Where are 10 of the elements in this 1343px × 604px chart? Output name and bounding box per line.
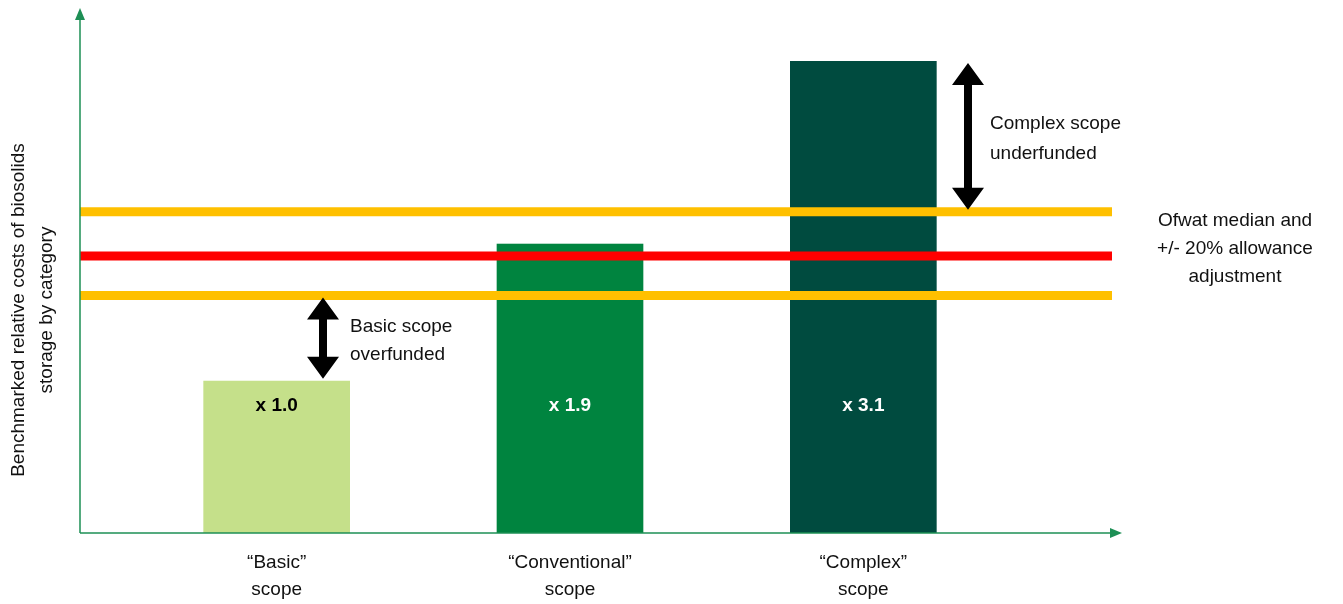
data-label: x 3.1 bbox=[842, 394, 885, 415]
x-tick-label: “Complex” scope bbox=[819, 551, 908, 599]
data-label: x 1.9 bbox=[548, 394, 592, 415]
ref-line-label: Ofwat median and +/- 20% allowance adjustment bbox=[1157, 208, 1313, 286]
x-tick-label: “Basic” scope bbox=[247, 551, 307, 599]
annotation: Complex scope underfunded bbox=[990, 112, 1121, 163]
data-label: x 1.0 bbox=[255, 394, 298, 415]
y-axis-title: Benchmarked relative costs of biosolids storage by category bbox=[7, 143, 56, 477]
annotation: Basic scope overfunded bbox=[350, 315, 453, 364]
x-tick-label: “Conventional” scope bbox=[508, 551, 632, 599]
